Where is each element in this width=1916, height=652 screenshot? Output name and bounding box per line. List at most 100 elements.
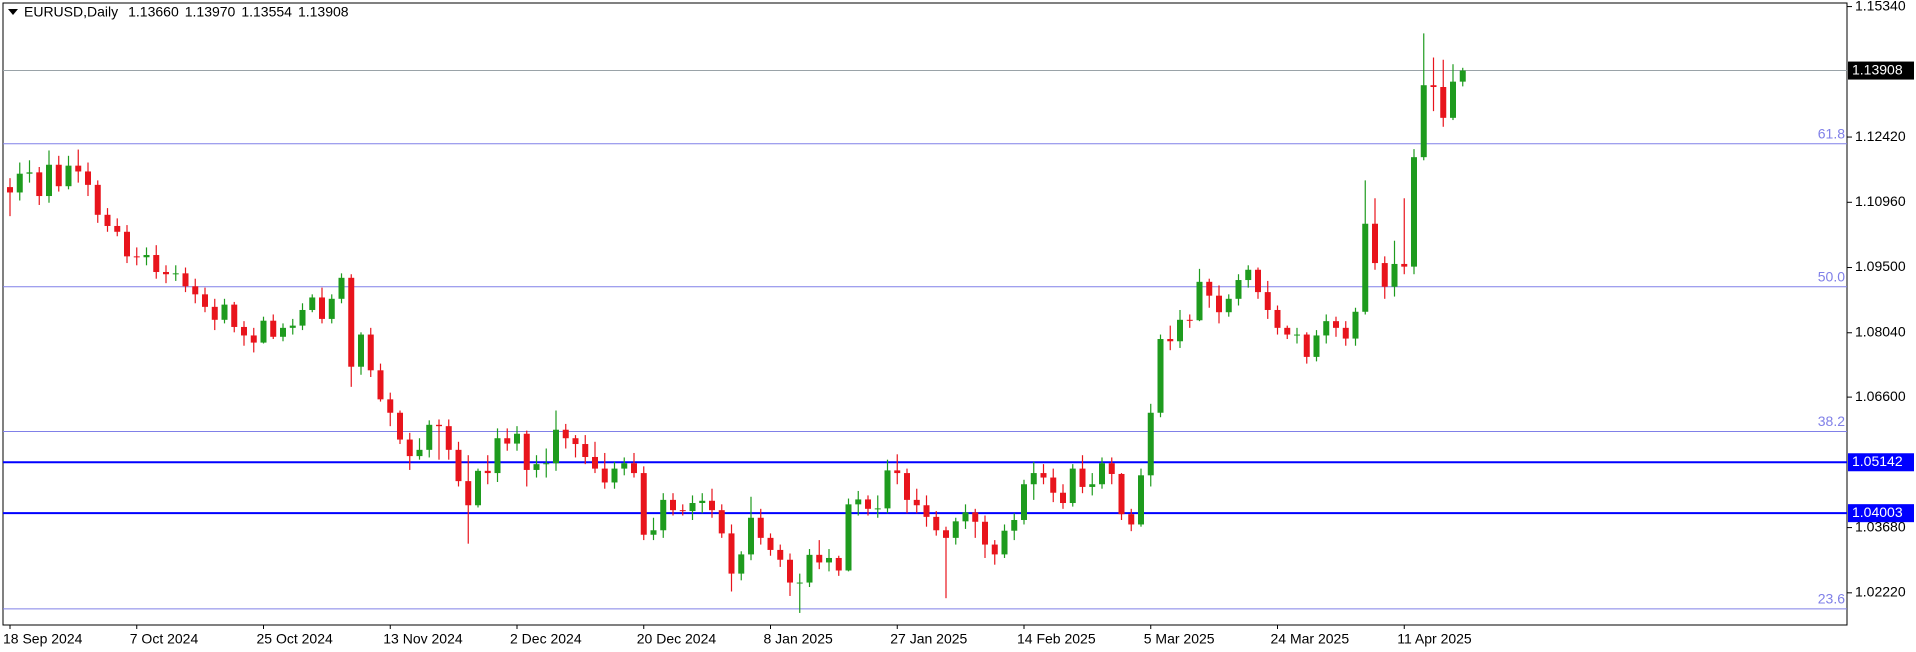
candle-body [1108, 463, 1115, 474]
candle-body [124, 231, 130, 257]
candle-body [211, 306, 218, 320]
candle-body [192, 286, 199, 295]
candle-body [689, 503, 696, 512]
candle-body [1099, 463, 1105, 485]
x-tick-label: 24 Mar 2025 [1271, 631, 1350, 647]
candle-body [679, 510, 686, 512]
candle-body [504, 438, 511, 444]
candle-body [1313, 335, 1320, 357]
candle-body [348, 277, 355, 367]
x-tick-label: 7 Oct 2024 [130, 631, 199, 647]
candle-body [1255, 269, 1261, 293]
candle-body [1381, 263, 1388, 287]
candle-body [650, 530, 657, 535]
candle-body [338, 277, 345, 299]
candle-body [1459, 70, 1466, 82]
candle-body [1079, 468, 1086, 487]
candle-body [1401, 263, 1408, 267]
menu-arrow[interactable] [8, 9, 18, 15]
candle-body [153, 255, 160, 272]
candle-body [250, 335, 257, 343]
y-tick-label: 1.03680 [1855, 518, 1906, 534]
fib-label: 38.2 [1818, 413, 1845, 429]
candle-body [133, 256, 140, 258]
x-tick-label: 11 Apr 2025 [1397, 631, 1472, 647]
candle-body [260, 320, 267, 343]
candle-body [1069, 468, 1076, 504]
candle-body [202, 294, 208, 307]
candle-body [562, 429, 569, 439]
candle-body [865, 499, 871, 509]
y-tick-label: 1.15340 [1855, 0, 1906, 13]
candle-body [923, 505, 930, 517]
x-tick-label: 27 Jan 2025 [890, 631, 967, 647]
candle-body [328, 298, 335, 319]
candle-body [670, 499, 676, 511]
x-tick-label: 18 Sep 2024 [3, 631, 83, 647]
candle-body [718, 510, 725, 534]
x-tick-label: 14 Feb 2025 [1017, 631, 1096, 647]
candle-body [1274, 309, 1281, 328]
candle-body [7, 187, 13, 193]
candle-body [1323, 321, 1330, 336]
candle-body [231, 304, 238, 327]
candle-body [465, 481, 472, 506]
y-tick-label: 1.02220 [1855, 584, 1906, 600]
candle-body [748, 517, 754, 555]
candle-body [26, 172, 33, 174]
ohlc-label: 1.13554 [241, 4, 292, 20]
candle-body [377, 370, 384, 400]
candle-body [1284, 327, 1291, 335]
candle-body [933, 516, 940, 531]
candle-body [1138, 475, 1144, 525]
candle-body [943, 530, 949, 538]
candle-body [640, 473, 647, 535]
x-tick-label: 13 Nov 2024 [383, 631, 463, 647]
candle-body [621, 463, 628, 469]
x-tick-label: 2 Dec 2024 [510, 631, 582, 647]
price-label: 1.13908 [1852, 61, 1903, 77]
candle-body [738, 554, 745, 574]
candle-body [104, 214, 111, 226]
candle-body [358, 334, 364, 367]
candle-body [1372, 223, 1378, 264]
ohlc-label: 1.13970 [185, 4, 236, 20]
candle-body [582, 444, 589, 457]
candle-body [699, 500, 706, 504]
y-tick-label: 1.09500 [1855, 258, 1906, 274]
candle-body [1362, 223, 1369, 312]
candle-body [1050, 477, 1057, 493]
candle-body [172, 273, 179, 275]
price-label: 1.04003 [1852, 504, 1903, 520]
candle-body [806, 554, 813, 583]
candle-body [543, 463, 550, 465]
candle-body [1147, 412, 1154, 476]
candle-body [445, 426, 452, 450]
candle-body [523, 433, 530, 470]
candle-body [874, 508, 881, 510]
candle-body [1030, 473, 1037, 485]
candle-body [309, 297, 316, 310]
candle-body [1440, 87, 1447, 118]
candle-body [406, 439, 413, 457]
candle-body [894, 470, 901, 474]
x-tick-label: 5 Mar 2025 [1144, 631, 1215, 647]
candle-body [36, 172, 43, 197]
candle-body [1011, 519, 1018, 531]
candle-body [319, 297, 325, 319]
candle-body [1167, 339, 1174, 342]
price-label-box [1848, 61, 1914, 80]
candle-body [514, 433, 520, 444]
plot-border [2, 2, 1848, 626]
candle-body [1060, 492, 1066, 504]
candle-body [494, 438, 501, 474]
candle-body [1206, 281, 1213, 296]
candle-body [787, 559, 793, 583]
candle-body [221, 304, 228, 320]
candle-body [631, 463, 637, 474]
candle-body [75, 165, 82, 172]
y-tick-label: 1.10960 [1855, 193, 1906, 209]
candle-body [65, 165, 72, 187]
candle-body [1177, 319, 1183, 342]
candle-body [777, 549, 784, 560]
